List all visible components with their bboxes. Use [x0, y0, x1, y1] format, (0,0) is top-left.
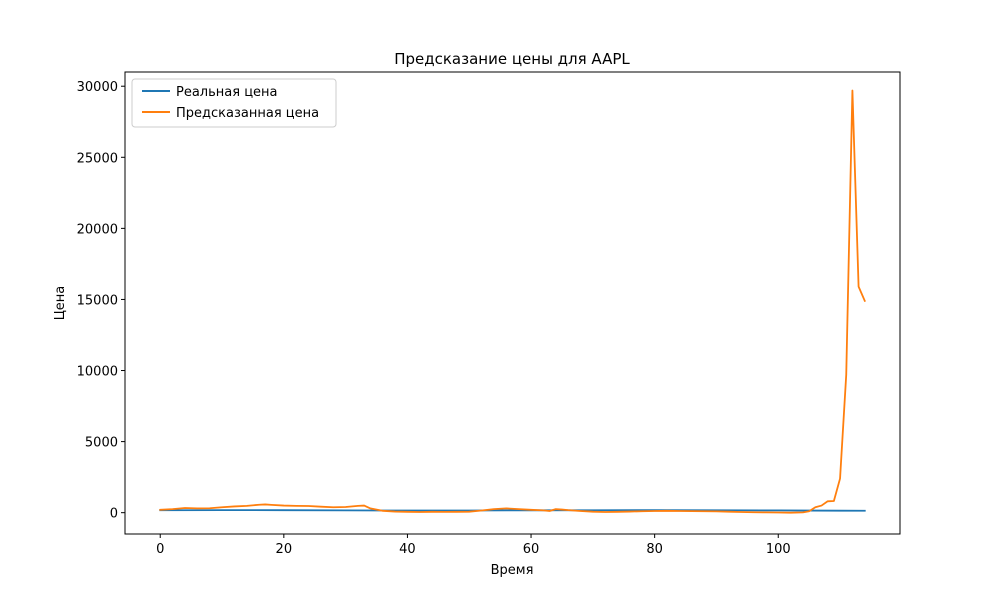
x-tick-label: 0: [156, 542, 164, 557]
y-tick-label: 20000: [77, 222, 118, 237]
x-axis-title: Время: [491, 563, 534, 578]
x-tick-label: 80: [646, 542, 663, 557]
axes-layer: [124, 71, 901, 535]
y-axis-title: Цена: [53, 286, 68, 321]
series-layer: [159, 89, 866, 514]
y-tick-label: 25000: [77, 151, 118, 166]
y-tick-label: 5000: [85, 436, 118, 451]
y-tick-label: 10000: [77, 365, 118, 380]
legend-box: [131, 78, 337, 128]
legend-label-real-price: Реальная цена: [176, 85, 278, 100]
y-tick-label: 0: [110, 507, 118, 522]
x-tick-label: 100: [766, 542, 791, 557]
x-axis-ticks: 0 20 40 60 80 100: [156, 534, 791, 557]
x-tick-label: 60: [523, 542, 540, 557]
x-tick-label: 20: [276, 542, 293, 557]
x-tick-label: 40: [399, 542, 416, 557]
y-axis-ticks: 0 5000 10000 15000 20000 25000 30000: [77, 80, 125, 522]
series-line-real-price: [159, 509, 866, 512]
axes-frame: [124, 71, 901, 535]
legend-label-predicted-price: Предсказанная цена: [176, 106, 319, 121]
legend: Реальная цена Предсказанная цена: [131, 78, 337, 128]
y-tick-label: 30000: [77, 80, 118, 95]
y-tick-label: 15000: [77, 293, 118, 308]
plot-area: [125, 72, 900, 534]
chart-title: Предсказание цены для AAPL: [394, 50, 630, 68]
series-line-predicted-price: [159, 89, 866, 514]
